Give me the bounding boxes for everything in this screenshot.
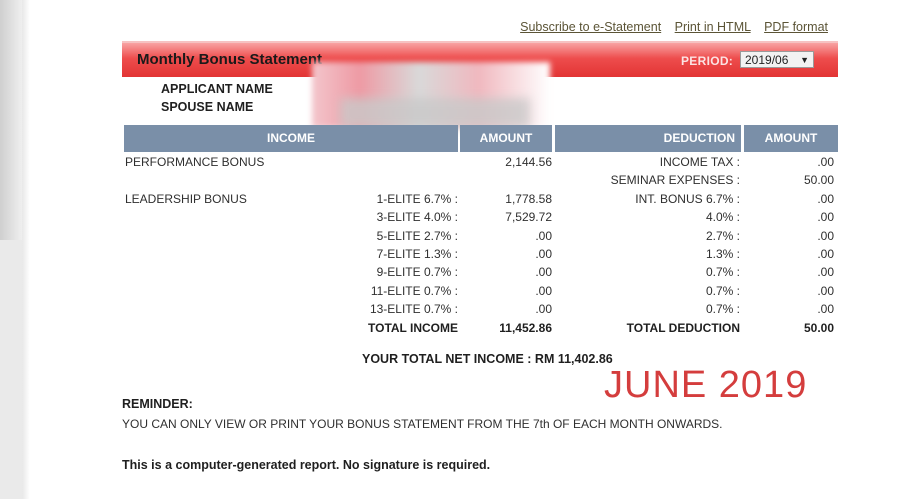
elite-tier-label: 5-ELITE 2.7% : — [376, 228, 458, 243]
deduction-label: INT. BONUS 6.7% : — [635, 191, 740, 206]
elite-tier-label: 1-ELITE 6.7% : — [376, 191, 458, 206]
deduction-label: 0.7% : — [705, 265, 740, 280]
applicant-name-label: APPLICANT NAME — [161, 82, 273, 96]
content-edge-shadow — [22, 0, 30, 499]
income-amount: 7,529.72 — [505, 210, 552, 225]
deduction-amount: .00 — [817, 210, 834, 225]
chevron-down-icon: ▼ — [800, 55, 809, 65]
period-value: 2019/06 — [745, 53, 789, 67]
deduction-label: 1.3% : — [705, 247, 740, 261]
income-amount-column-header: AMOUNT — [460, 125, 552, 152]
margin-shade — [0, 240, 22, 499]
income-amount: .00 — [535, 283, 552, 298]
period-label: PERIOD: — [681, 54, 734, 68]
deduction-label: 0.7% : — [705, 302, 740, 317]
page-title: Monthly Bonus Statement — [137, 51, 323, 68]
total-deduction-value: 50.00 — [803, 321, 834, 335]
performance-bonus-label: PERFORMANCE BONUS — [125, 155, 265, 169]
deduction-label: 0.7% : — [705, 283, 740, 298]
elite-tier-label: 3-ELITE 4.0% : — [376, 210, 458, 225]
deduction-amount: .00 — [817, 191, 834, 206]
pdf-format-link[interactable]: PDF format — [764, 20, 828, 34]
deduction-label: 2.7% : — [705, 228, 740, 243]
applicant-info: APPLICANT NAME SPOUSE NAME — [161, 82, 273, 118]
deduction-amount: .00 — [817, 283, 834, 298]
footer-note: This is a computer-generated report. No … — [122, 458, 491, 472]
deduction-label: 4.0% : — [705, 210, 740, 225]
deduction-label: SEMINAR EXPENSES : — [610, 173, 740, 188]
browser-left-margin — [0, 0, 22, 499]
leadership-bonus-label: LEADERSHIP BONUS — [125, 192, 247, 206]
redacted-name-blur-2 — [340, 98, 530, 128]
period-stamp-text: JUNE 2019 — [604, 364, 808, 406]
total-income-value: 11,452.86 — [499, 321, 552, 335]
income-amount: .00 — [535, 302, 552, 317]
deduction-amount: .00 — [817, 247, 834, 261]
income-column-header: INCOME — [124, 125, 458, 152]
income-amount: 2,144.56 — [505, 155, 552, 169]
total-deduction-label: TOTAL DEDUCTION — [626, 321, 740, 335]
income-amount: .00 — [535, 228, 552, 243]
income-amount: 1,778.58 — [505, 191, 552, 206]
elite-tier-label: 13-ELITE 0.7% : — [369, 302, 458, 317]
deduction-amount: .00 — [817, 302, 834, 317]
deduction-amount: .00 — [817, 155, 834, 169]
spouse-name-label: SPOUSE NAME — [161, 100, 254, 114]
elite-tier-label: 9-ELITE 0.7% : — [376, 265, 458, 280]
income-amount: .00 — [535, 265, 552, 280]
period-select[interactable]: 2019/06 ▼ — [740, 51, 814, 68]
net-income: YOUR TOTAL NET INCOME : RM 11,402.86 — [362, 352, 613, 366]
elite-tier-label: 11-ELITE 0.7% : — [370, 283, 458, 298]
deduction-amount-column-header: AMOUNT — [744, 125, 838, 152]
subscribe-estatement-link[interactable]: Subscribe to e-Statement — [520, 20, 662, 34]
deduction-label: INCOME TAX : — [659, 155, 740, 169]
print-html-link[interactable]: Print in HTML — [674, 20, 751, 34]
deduction-amount: .00 — [817, 265, 834, 280]
reminder-text: YOU CAN ONLY VIEW OR PRINT YOUR BONUS ST… — [122, 417, 723, 431]
total-income-label: TOTAL INCOME — [368, 321, 458, 335]
elite-tier-label: 7-ELITE 1.3% : — [376, 247, 458, 261]
reminder-title: REMINDER: — [122, 397, 193, 411]
deduction-amount: .00 — [817, 228, 834, 243]
deduction-amount: 50.00 — [803, 173, 834, 188]
income-amount: .00 — [535, 247, 552, 261]
statement-links: Subscribe to e-Statement Print in HTML P… — [510, 20, 828, 34]
deduction-column-header: DEDUCTION — [555, 125, 741, 152]
